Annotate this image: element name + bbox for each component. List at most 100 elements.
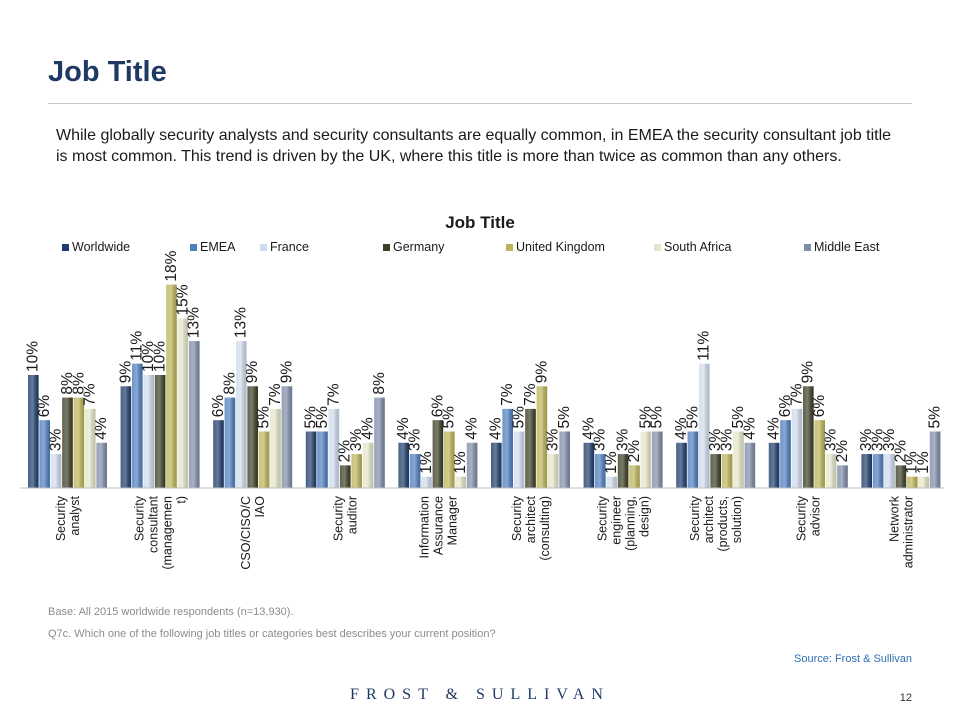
bar-shine (733, 431, 744, 488)
bar-shine (362, 442, 374, 488)
bar-shine (617, 454, 629, 488)
data-label: 10% (152, 341, 169, 372)
category-group: 4%3%1%3%2%5%5% (580, 406, 666, 488)
data-label: 7% (267, 383, 284, 406)
data-label: 2% (892, 440, 909, 463)
data-label: 6% (777, 395, 794, 418)
bar-shine (444, 431, 455, 488)
category-label-line: advisor (809, 496, 823, 536)
data-label: 5% (556, 406, 573, 429)
data-label: 15% (174, 284, 191, 315)
data-label: 5% (927, 406, 944, 429)
bar-shine (895, 465, 907, 488)
bar-shine (340, 465, 351, 488)
data-label: 2% (337, 440, 354, 463)
data-label: 7% (82, 383, 99, 406)
data-label: 4% (766, 417, 783, 440)
category-label: CSO/CISO/CIAO (239, 496, 267, 570)
category-label: Securityconsultant(management) (133, 495, 189, 569)
data-label: 2% (626, 440, 643, 463)
category-label: Securityarchitect(consulting) (510, 495, 552, 560)
bar-shine (710, 454, 721, 488)
bar-shine (687, 431, 699, 488)
category-label-line: (planning, (624, 496, 638, 551)
category-label-line: Manager (445, 496, 459, 545)
data-label: 6% (811, 395, 828, 418)
category-label-line: (consulting) (538, 496, 552, 561)
category-label-line: consultant (147, 495, 161, 553)
bar-shine (907, 476, 918, 488)
data-label: 11% (129, 331, 146, 361)
data-label: 5% (303, 406, 320, 429)
data-label: 3% (870, 428, 887, 451)
data-label: 4% (464, 417, 481, 440)
bar-shine (640, 431, 652, 488)
job-title-chart: Job Title Worldwide EMEA France Germany Unit… (20, 213, 944, 570)
bar-shine (466, 442, 478, 488)
bar-shine (559, 431, 570, 488)
bar-shine (421, 476, 432, 488)
data-label: 8% (59, 372, 76, 395)
data-label: 8% (371, 372, 388, 395)
category-label-line: Network (887, 495, 901, 542)
legend-label: United Kingdom (516, 240, 605, 254)
data-label: 5% (730, 406, 747, 429)
bar-shine (236, 341, 247, 488)
data-label: 7% (499, 383, 516, 406)
bar-shine (837, 465, 848, 488)
base-note: Base: All 2015 worldwide respondents (n=… (48, 606, 294, 618)
category-label-line: design) (638, 496, 652, 537)
legend-label: South Africa (664, 240, 731, 254)
bar-shine (281, 386, 293, 488)
bar-shine (502, 408, 513, 488)
data-label: 13% (186, 307, 203, 338)
bar-shine (213, 420, 224, 488)
category-label-line: Security (795, 495, 809, 541)
bar-shine (258, 431, 270, 488)
data-label: 1% (915, 451, 932, 474)
data-label: 9% (533, 361, 550, 384)
data-label: 9% (278, 361, 295, 384)
legend-swatch (190, 244, 197, 251)
category-label-line: Information (417, 496, 431, 559)
data-label: 1% (418, 451, 435, 474)
category-label: InformationAssuranceManager (417, 496, 459, 559)
chart-legend: Worldwide EMEA France Germany United Kingdom… (62, 240, 880, 254)
category-label-line: solution) (730, 496, 744, 543)
bar-shine (28, 375, 39, 488)
category-label: Securityarchitect(products,solution) (688, 495, 744, 551)
category-label-line: Security (596, 495, 610, 541)
data-label: 1% (452, 451, 469, 474)
legend-item: Middle East (804, 240, 880, 254)
data-label: 3% (858, 428, 875, 451)
category-label-line: CSO/CISO/C (239, 496, 253, 570)
category-group: 5%5%7% 2%3%4% 8% (303, 372, 388, 488)
data-label: 1% (904, 451, 921, 474)
data-label: 9% (800, 361, 817, 384)
category-group: 4%7%5%7%9%3%5% (488, 361, 573, 488)
category-label: Networkadministrator (887, 495, 915, 568)
bar-shine (455, 476, 466, 488)
data-label: 3% (881, 428, 898, 451)
bar-shine (143, 375, 154, 488)
bar-shine (583, 442, 595, 488)
category-group: 6%8%13%9%5%7%9% (210, 307, 295, 488)
bar-shine (884, 454, 895, 488)
category-label-line: analyst (68, 495, 82, 535)
data-label: 3% (615, 428, 632, 451)
bar-shine (652, 431, 663, 488)
category-labels: Security analyst Securityconsultant(manage… (54, 495, 915, 569)
bar-shine (861, 454, 872, 488)
data-label: 1% (603, 451, 620, 474)
bar-shine (491, 442, 502, 488)
data-label: 10% (25, 341, 42, 372)
bar-shine (629, 465, 640, 488)
data-label: 8% (221, 372, 238, 395)
category-label-line: Security (688, 495, 702, 541)
chart-title: Job Title (445, 213, 515, 232)
intro-paragraph: While globally security analysts and sec… (56, 127, 892, 165)
data-label: 4% (580, 417, 597, 440)
data-label: 5% (649, 406, 666, 429)
category-label-line: architect (702, 495, 716, 543)
data-label: 13% (233, 307, 250, 338)
